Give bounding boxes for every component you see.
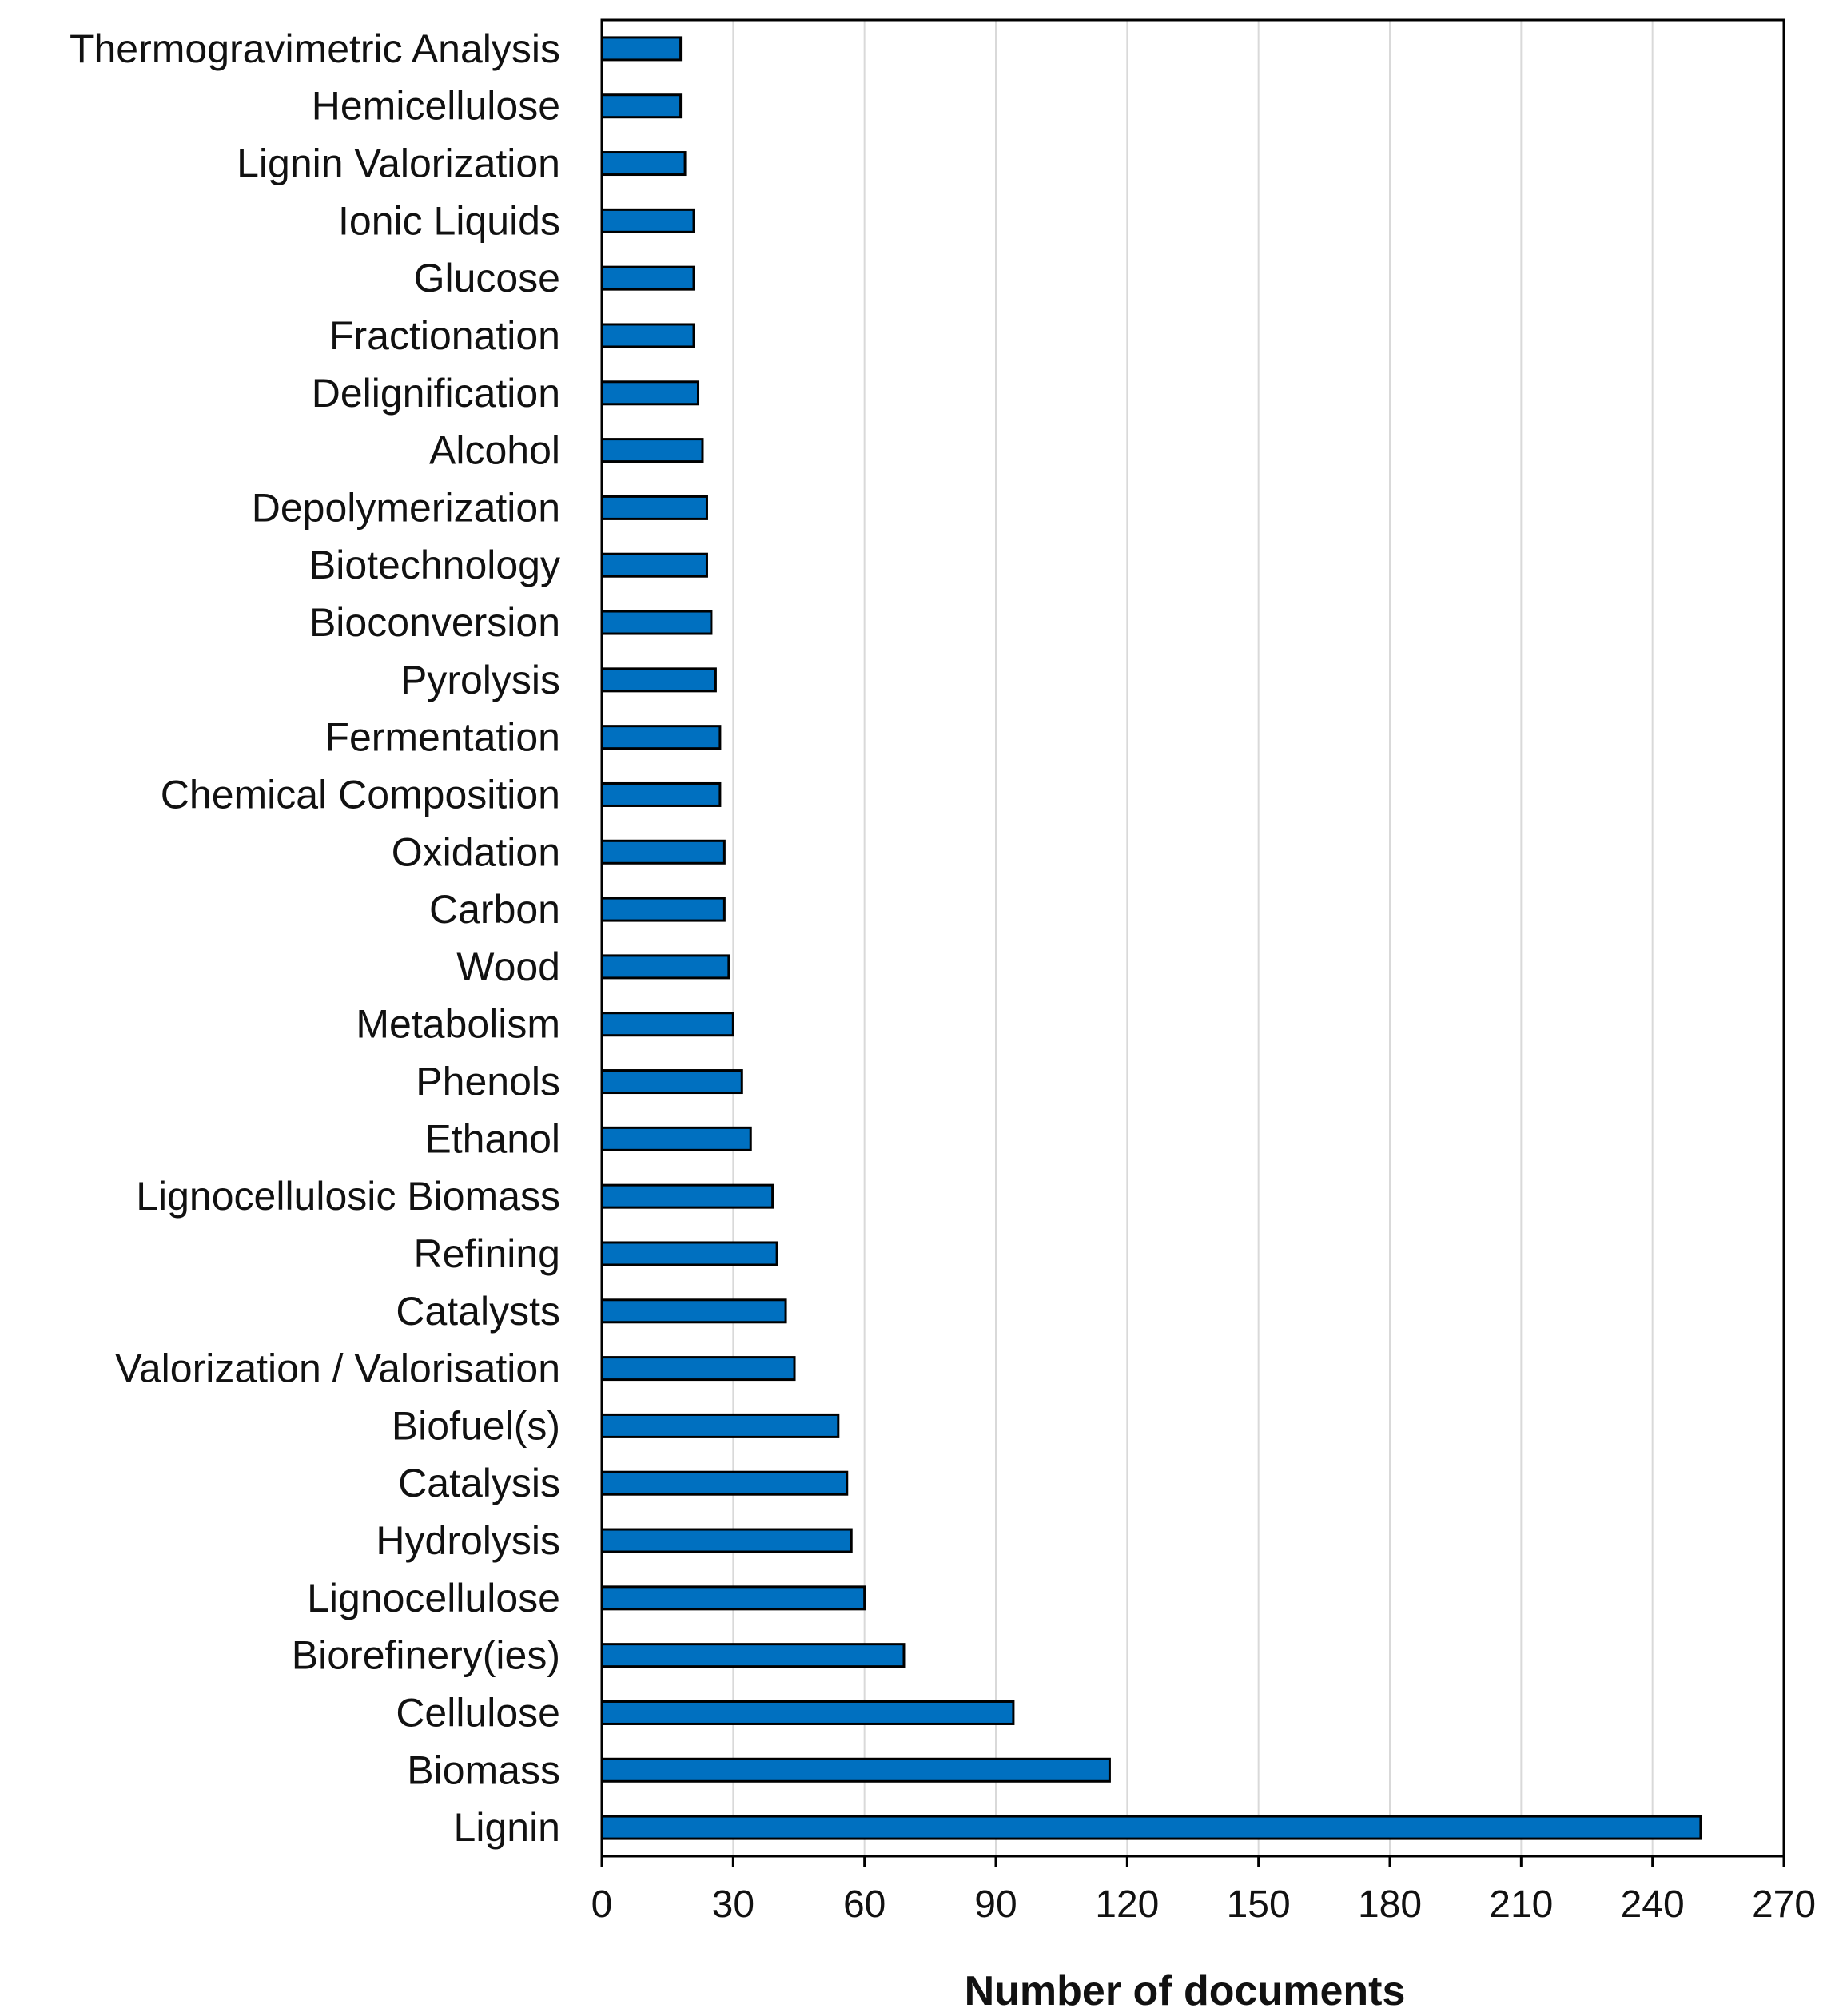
category-label: Carbon [429,887,560,932]
category-label: Biomass [407,1748,560,1792]
category-label: Depolymerization [252,485,560,530]
category-label: Cellulose [396,1690,560,1735]
category-label: Hemicellulose [312,84,560,129]
category-label: Catalysis [398,1461,560,1505]
bar [600,380,700,406]
category-label: Refining [414,1231,560,1276]
category-label: Valorization / Valorisation [115,1346,560,1391]
x-tick-label: 210 [1489,1883,1553,1926]
x-tick-label: 180 [1358,1883,1422,1926]
category-label: Biofuel(s) [392,1403,560,1448]
x-axis-ticks: 0 30 60 90 120 150 180 210 240 270 [591,1856,1816,1926]
bar [600,1126,752,1151]
x-axis-title: Number of documents [965,1968,1406,2014]
bar [600,610,713,635]
category-label: Lignocellulose [307,1576,560,1620]
bar [600,954,730,980]
bars [600,36,1702,1840]
x-tick-label: 60 [843,1883,886,1926]
x-tick-label: 30 [712,1883,754,1926]
category-label: Phenols [416,1060,560,1104]
category-label: Hydrolysis [376,1518,560,1563]
bar [600,839,726,865]
category-label: Biorefinery(ies) [292,1633,560,1678]
bar [600,1757,1111,1783]
bar [600,897,726,922]
x-tick-label: 90 [974,1883,1017,1926]
bar [600,1585,866,1611]
category-label: Ionic Liquids [338,198,560,243]
bar [600,1470,849,1496]
category-label: Lignin [454,1805,560,1850]
x-tick-label: 0 [591,1883,613,1926]
bar [600,552,708,578]
category-label: Bioconversion [309,600,560,645]
category-label: Chemical Composition [161,772,560,817]
category-label: Oxidation [392,829,560,874]
bar [600,93,683,119]
bar [600,1528,853,1553]
bar [600,725,722,750]
category-label: Fermentation [324,715,560,760]
category-label: Thermogravimetric Analysis [70,26,560,71]
bar [600,1356,796,1382]
bar [600,1298,787,1324]
category-label: Fractionation [329,313,560,358]
bar [600,1241,778,1266]
bar [600,1069,743,1095]
bar [600,1815,1702,1840]
bar [600,495,708,520]
category-label: Metabolism [356,1002,560,1047]
bar [600,1700,1015,1725]
category-label: Alcohol [429,428,560,473]
bar [600,781,722,807]
x-tick-label: 120 [1095,1883,1159,1926]
category-label: Wood [456,944,560,989]
category-label: Delignification [312,371,560,416]
x-tick-label: 270 [1752,1883,1816,1926]
gridlines [732,20,1654,1856]
bar [600,438,704,463]
category-label: Lignin Valorization [237,141,560,186]
bar [600,265,695,291]
bar [600,151,687,177]
category-label: Pyrolysis [400,658,560,702]
x-tick-label: 240 [1621,1883,1685,1926]
bar [600,323,695,348]
bar [600,208,695,233]
category-label: Glucose [414,256,560,300]
bar [600,667,717,693]
x-tick-label: 150 [1227,1883,1291,1926]
plot-area-frame [600,18,1785,1858]
bar [600,1012,734,1037]
category-label: Catalysts [396,1289,560,1334]
bar [600,1643,906,1668]
category-labels: Thermogravimetric Analysis Hemicellulose L… [70,26,560,1850]
bar [600,36,683,62]
category-label: Lignocellulosic Biomass [136,1174,560,1219]
bar [600,1413,840,1438]
category-label: Biotechnology [309,543,560,587]
bar [600,1183,774,1209]
category-label: Ethanol [424,1116,560,1161]
